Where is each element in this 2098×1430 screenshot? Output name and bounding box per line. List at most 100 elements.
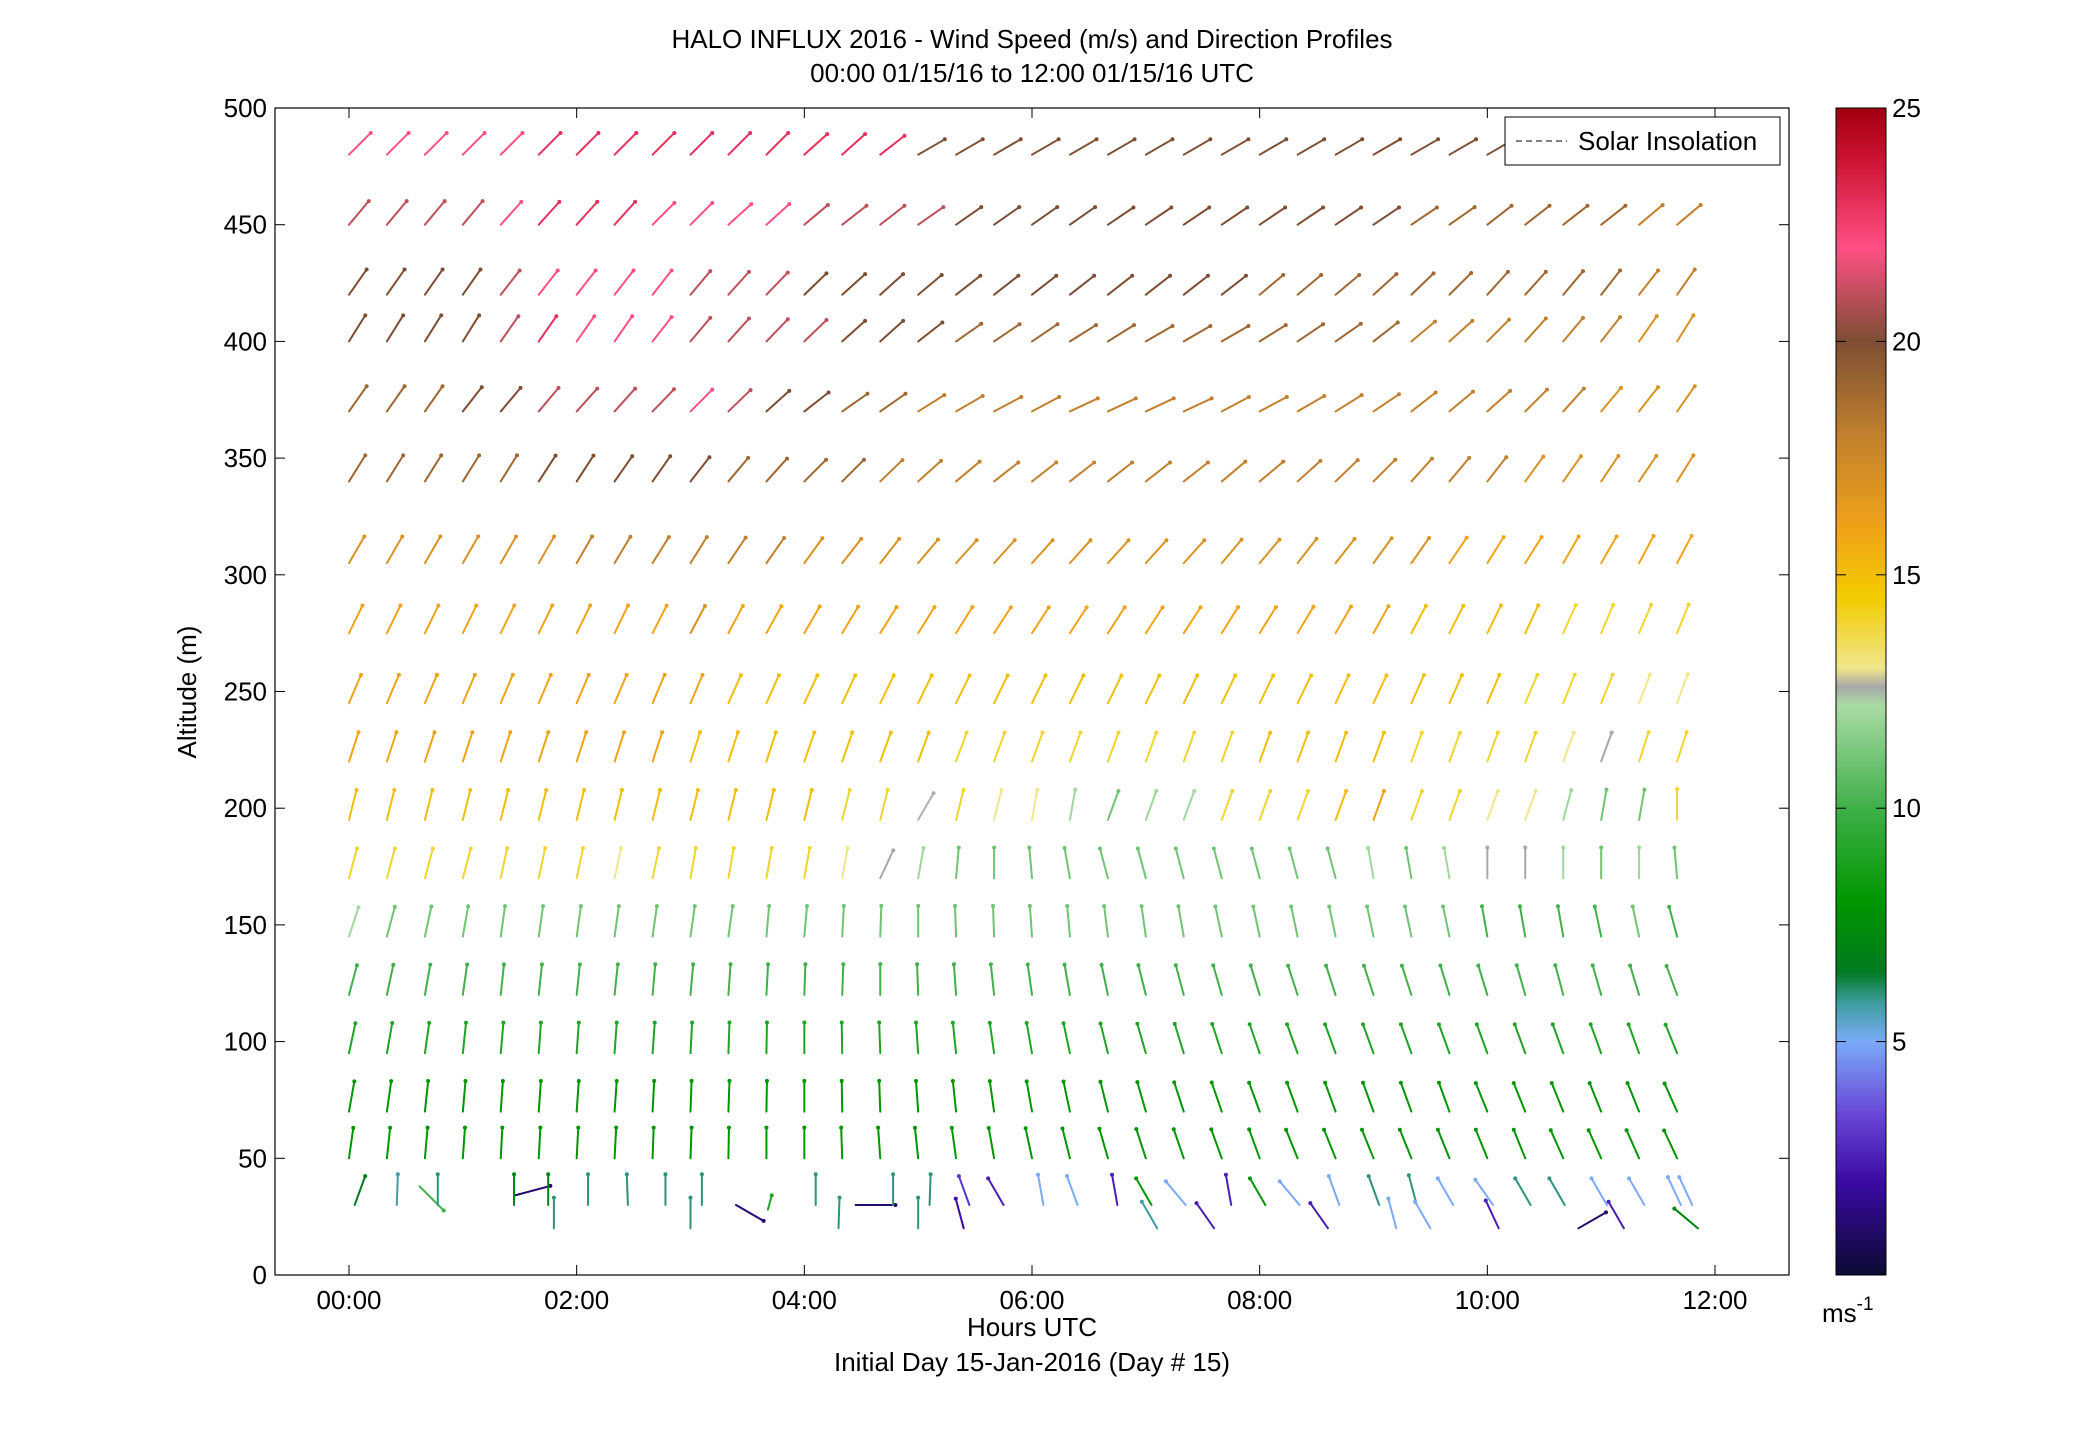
wind-barb — [727, 789, 737, 821]
wind-barb-tip — [931, 791, 936, 796]
wind-barb-tip — [891, 1172, 896, 1177]
wind-barb — [1589, 1023, 1603, 1055]
wind-barb — [461, 1021, 468, 1055]
wind-barb-tip — [614, 1125, 619, 1130]
wind-barb-tip — [395, 1172, 400, 1177]
wind-barb-tip — [1243, 459, 1248, 464]
wind-barb — [689, 963, 695, 996]
wind-barb-tip — [1686, 602, 1691, 607]
wind-barb — [1372, 206, 1400, 226]
wind-barb-tip — [401, 313, 406, 318]
wind-barb — [537, 1021, 542, 1055]
wind-barb-tip — [1061, 1079, 1066, 1084]
wind-barb — [651, 316, 673, 343]
wind-barb — [347, 385, 368, 413]
wind-barb — [1106, 324, 1135, 343]
wind-barb — [1442, 905, 1451, 938]
wind-barb-tip — [1130, 273, 1135, 278]
wind-barb-tip — [586, 1172, 591, 1177]
wind-barb-tip — [548, 672, 553, 677]
y-tick-label: 350 — [224, 443, 267, 473]
x-axis: 00:00 02:00 04:00 06:00 08:00 10:00 12:00 — [316, 108, 1748, 1315]
wind-barb — [1296, 537, 1318, 565]
wind-barb-tip — [404, 199, 409, 204]
wind-barb-tip — [1247, 1127, 1252, 1132]
wind-barb — [1062, 1080, 1071, 1113]
wind-barb — [765, 203, 791, 226]
wind-barb — [613, 315, 634, 343]
wind-barb — [1063, 963, 1071, 996]
wind-barb-tip — [664, 603, 669, 608]
wind-barb — [1562, 604, 1577, 635]
wind-barb-tip — [551, 1195, 556, 1200]
wind-barb-tip — [1664, 964, 1669, 969]
wind-barb-tip — [1249, 846, 1254, 851]
wind-barb — [993, 731, 1006, 763]
wind-barb-tip — [824, 318, 829, 323]
wind-barb-tip — [428, 962, 433, 967]
wind-barb — [461, 535, 480, 565]
wind-barb — [499, 673, 514, 705]
wind-barb — [1068, 206, 1097, 226]
wind-barb-tip — [1346, 673, 1351, 678]
wind-barb-tip — [427, 1020, 432, 1025]
wind-barb — [1220, 206, 1249, 226]
wind-barb-tip — [1357, 272, 1362, 277]
wind-barb-tip — [1404, 845, 1409, 850]
wind-barb — [840, 1021, 844, 1055]
wind-barb — [1600, 535, 1618, 565]
wind-barb — [651, 963, 657, 996]
wind-barb — [537, 386, 560, 413]
wind-barb-tip — [692, 904, 697, 909]
wind-barb-tip — [987, 1020, 992, 1025]
wind-barb-tip — [1268, 730, 1273, 735]
wind-barb-tip — [912, 1125, 917, 1130]
wind-barb — [1106, 397, 1137, 413]
wind-barb-tip — [1470, 318, 1475, 323]
wind-barb-tip — [942, 137, 947, 142]
wind-barb — [1296, 789, 1310, 821]
wind-barb-tip — [1160, 605, 1165, 610]
wind-barb-tip — [888, 730, 893, 735]
wind-barb — [461, 673, 476, 705]
wind-barb — [1666, 1176, 1682, 1206]
wind-barb-tip — [1324, 963, 1329, 968]
wind-barb-tip — [1543, 269, 1548, 274]
wind-barb-tip — [1684, 730, 1689, 735]
wind-barb-tip — [1576, 534, 1581, 539]
wind-barb — [917, 846, 925, 880]
wind-barb-tip — [1436, 1080, 1441, 1085]
wind-barb-tip — [614, 1078, 619, 1083]
wind-barb-tip — [595, 199, 600, 204]
wind-barb — [1554, 964, 1565, 996]
wind-barb-tip — [1590, 963, 1595, 968]
wind-barb-tip — [1352, 536, 1357, 541]
wind-barb — [613, 604, 630, 635]
wind-barb — [879, 731, 892, 763]
wind-barb — [1220, 538, 1243, 565]
wind-barb-tip — [429, 904, 434, 909]
wind-barb-tip — [624, 672, 629, 677]
wind-barb — [879, 904, 883, 938]
wind-barb — [1258, 674, 1275, 705]
wind-barb-tip — [354, 846, 359, 851]
wind-barb — [347, 906, 360, 938]
wind-barb — [1136, 847, 1147, 880]
wind-barb — [613, 131, 638, 156]
wind-barb — [1106, 731, 1120, 763]
wind-barb-tip — [430, 788, 435, 793]
wind-barb-tip — [987, 1079, 992, 1084]
wind-barb — [537, 789, 548, 821]
wind-barb — [385, 1022, 394, 1055]
wind-barb-tip — [1176, 904, 1181, 909]
wind-barb-tip — [1202, 538, 1207, 543]
wind-barb — [1629, 964, 1641, 996]
wind-barb-tip — [1172, 1021, 1177, 1026]
wind-barb-tip — [1094, 137, 1099, 142]
wind-barb-tip — [1517, 904, 1522, 909]
wind-barb — [499, 1079, 504, 1113]
wind-barb-tip — [426, 1079, 431, 1084]
wind-barb — [1676, 603, 1690, 635]
wind-barb — [765, 963, 770, 996]
wind-barb — [1099, 1022, 1109, 1055]
